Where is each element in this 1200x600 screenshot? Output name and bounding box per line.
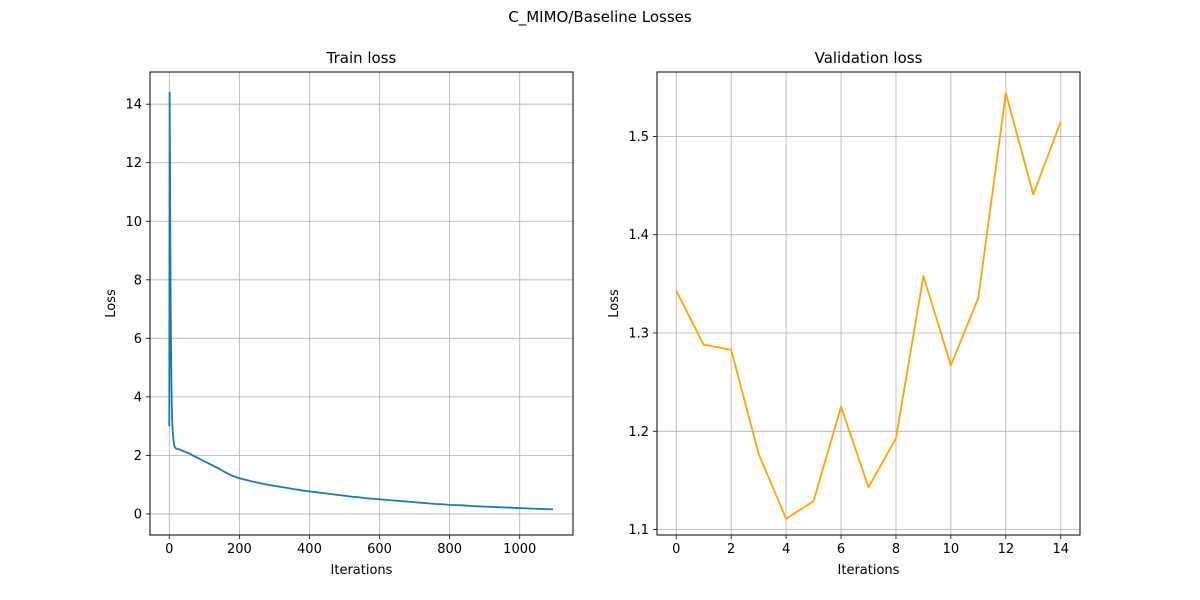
validation-y-tick-label: 1.5 [628, 130, 649, 145]
train-x-tick-label: 1000 [503, 542, 536, 557]
validation-y-tick-label: 1.3 [628, 326, 649, 341]
validation-x-tick-label: 6 [837, 542, 845, 557]
validation-x-tick-label: 14 [1052, 542, 1069, 557]
train-chart-title: Train loss [326, 49, 397, 67]
validation-x-tick-label: 12 [998, 542, 1015, 557]
figure-title: C_MIMO/Baseline Losses [508, 8, 692, 26]
train-y-tick-label: 2 [134, 449, 142, 464]
train-y-tick-label: 0 [134, 507, 142, 522]
validation-y-tick-label: 1.4 [628, 228, 649, 243]
train-x-tick-label: 600 [367, 542, 392, 557]
validation-x-tick-label: 0 [672, 542, 680, 557]
train-series-line [168, 91, 554, 511]
validation-axes-frame [656, 71, 1081, 536]
train-y-axis-label: Loss [104, 289, 119, 318]
validation-x-tick-label: 10 [943, 542, 960, 557]
validation-y-tick-label: 1.1 [628, 523, 649, 538]
train-y-tick-label: 8 [134, 273, 142, 288]
train-x-tick-label: 0 [165, 542, 173, 557]
validation-y-tick-label: 1.2 [628, 425, 649, 440]
validation-x-axis-label: Iterations [838, 563, 900, 578]
train-axes-frame [149, 71, 574, 536]
train-x-axis-label: Iterations [331, 563, 393, 578]
train-y-tick-label: 14 [125, 98, 142, 113]
train-y-tick-label: 6 [134, 332, 142, 347]
train-x-tick-label: 200 [227, 542, 252, 557]
validation-series-line [675, 92, 1062, 520]
validation-chart-title: Validation loss [815, 49, 923, 67]
train-x-tick-label: 400 [297, 542, 322, 557]
train-x-tick-label: 800 [437, 542, 462, 557]
validation-x-tick-label: 8 [892, 542, 900, 557]
validation-y-axis-label: Loss [607, 289, 622, 318]
train-y-tick-label: 10 [125, 215, 142, 230]
validation-x-tick-label: 4 [782, 542, 790, 557]
train-y-tick-label: 4 [134, 390, 142, 405]
validation-x-tick-label: 2 [727, 542, 735, 557]
train-y-tick-label: 12 [125, 156, 142, 171]
